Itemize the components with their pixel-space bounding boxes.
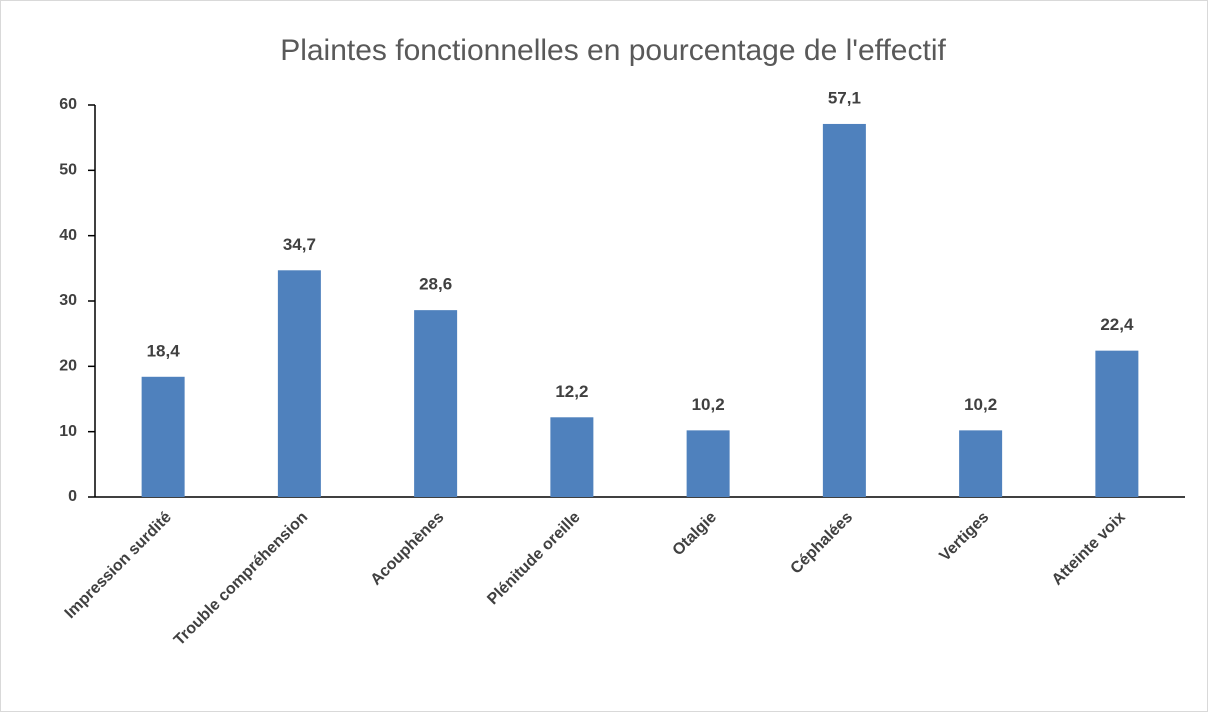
bar	[959, 430, 1003, 497]
y-tick-label: 60	[59, 96, 77, 113]
data-label: 34,7	[283, 235, 316, 254]
y-tick-label: 10	[59, 423, 77, 440]
y-tick-label: 40	[59, 227, 77, 244]
bar	[141, 376, 185, 497]
y-tick-label: 0	[68, 488, 77, 505]
bar	[550, 417, 594, 497]
bar	[277, 270, 321, 497]
data-label: 12,2	[555, 382, 588, 401]
y-tick-label: 20	[59, 358, 77, 375]
chart-title: Plaintes fonctionnelles en pourcentage d…	[280, 34, 946, 67]
data-label: 10,2	[964, 395, 997, 414]
data-label: 57,1	[828, 88, 861, 107]
data-label: 10,2	[692, 395, 725, 414]
data-label: 18,4	[147, 341, 181, 360]
y-tick-label: 30	[59, 292, 77, 309]
bar	[686, 430, 730, 497]
data-label: 28,6	[419, 275, 452, 294]
y-tick-label: 50	[59, 162, 77, 179]
data-label: 22,4	[1100, 315, 1134, 334]
bar	[822, 123, 866, 498]
bar	[1095, 350, 1139, 497]
bar	[414, 310, 458, 497]
